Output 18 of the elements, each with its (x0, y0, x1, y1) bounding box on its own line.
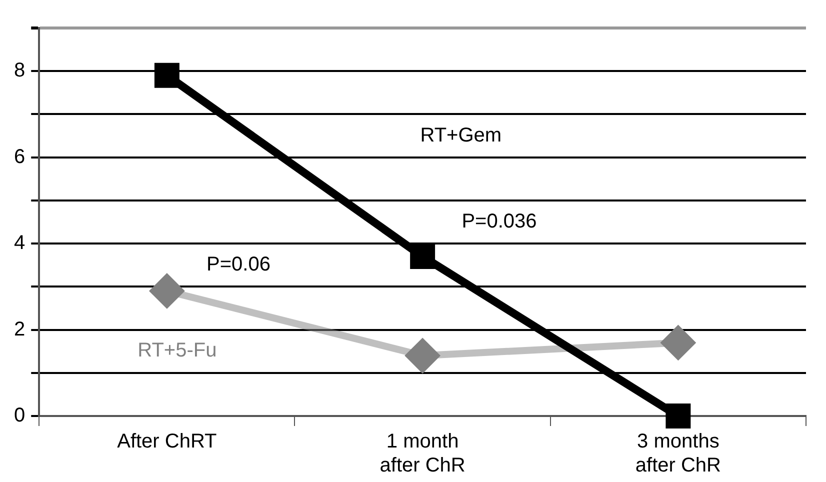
text: RT+Gem (420, 124, 502, 146)
point (662, 326, 695, 360)
y-tick-label: 0 (14, 404, 26, 427)
point (150, 274, 184, 308)
y-tick-label: 2 (14, 318, 26, 340)
series-label: RT+5-Fu (138, 340, 217, 362)
x-tick-label: 3 months after ChR (635, 430, 721, 477)
y-tick-label: 8 (14, 60, 26, 82)
x-tick-label: 1 month after ChR (380, 430, 466, 477)
y-tick-label: 4 (14, 232, 26, 254)
point (406, 339, 440, 372)
annotation: P=0.06 (206, 254, 270, 276)
point (410, 244, 436, 269)
point (666, 404, 691, 428)
point (154, 62, 180, 88)
x-tick-label: After ChRT (117, 430, 217, 453)
annotation: P=0.036 (462, 210, 537, 233)
y-tick-label: 6 (14, 146, 26, 168)
